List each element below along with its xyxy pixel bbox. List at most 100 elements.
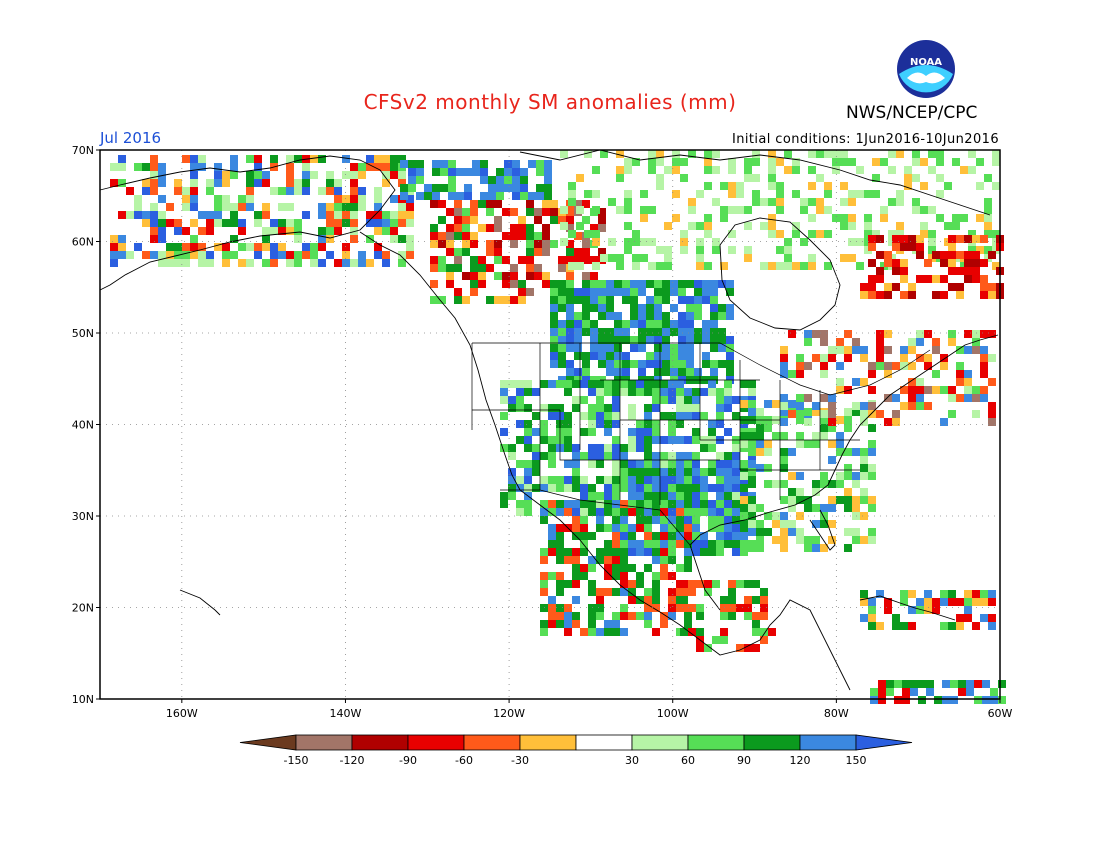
anomaly-cell [832,150,840,158]
colorbar-box [631,734,689,751]
anomaly-cell [768,150,776,158]
anomaly-cell [824,190,832,198]
anomaly-cell [454,256,462,264]
anomaly-cell [724,532,732,540]
anomaly-cell [964,259,972,267]
anomaly-cell [652,580,660,588]
anomaly-cell [630,344,638,352]
anomaly-cell [278,187,286,195]
anomaly-cell [868,504,876,512]
anomaly-cell [448,192,456,200]
anomaly-cell [684,620,692,628]
anomaly-cell [630,296,638,304]
anomaly-cell [712,636,720,644]
anomaly-cell [988,354,996,362]
anomaly-cell [254,219,262,227]
anomaly-cell [820,432,828,440]
anomaly-cell [668,612,676,620]
anomaly-cell [644,380,652,388]
anomaly-cell [656,150,664,158]
anomaly-cell [932,346,940,354]
anomaly-cell [596,492,604,500]
anomaly-cell [494,248,502,256]
anomaly-cell [840,182,848,190]
anomaly-cell [580,380,588,388]
anomaly-cell [632,158,640,166]
anomaly-cell [856,190,864,198]
anomaly-cell [768,214,776,222]
anomaly-cell [596,476,604,484]
anomaly-cell [326,179,334,187]
colorbar-label: 30 [625,754,639,767]
anomaly-cell [852,536,860,544]
anomaly-cell [350,219,358,227]
anomaly-cell [150,171,158,179]
anomaly-cell [636,580,644,588]
anomaly-cell [792,262,800,270]
anomaly-cell [374,227,382,235]
anomaly-cell [704,214,712,222]
anomaly-cell [572,612,580,620]
anomaly-cell [710,368,718,376]
lon-label: 120W [493,707,525,720]
anomaly-cell [462,216,470,224]
anomaly-cell [702,320,710,328]
anomaly-cell [864,214,872,222]
anomaly-cell [780,402,788,410]
anomaly-cell [238,203,246,211]
anomaly-cell [158,163,166,171]
anomaly-cell [808,254,816,262]
anomaly-cell [198,259,206,267]
anomaly-cell [772,400,780,408]
anomaly-cell [556,572,564,580]
anomaly-cell [852,448,860,456]
anomaly-cell [326,171,334,179]
anomaly-cell [724,516,732,524]
anomaly-cell [566,208,574,216]
anomaly-cell [592,206,600,214]
anomaly-cell [142,251,150,259]
anomaly-cell [478,272,486,280]
anomaly-cell [262,259,270,267]
anomaly-cell [566,368,574,376]
initial-conditions: Initial conditions: 1Jun2016-10Jun2016 [732,132,999,147]
anomaly-cell [406,195,414,203]
anomaly-cell [620,628,628,636]
anomaly-cell [438,296,446,304]
anomaly-cell [390,155,398,163]
anomaly-cell [688,580,696,588]
anomaly-cell [998,680,1006,688]
anomaly-cell [620,508,628,516]
anomaly-cell [692,508,700,516]
anomaly-cell [916,275,924,283]
anomaly-cell [712,150,720,158]
anomaly-cell [724,396,732,404]
anomaly-cell [612,548,620,556]
anomaly-cell [700,468,708,476]
anomaly-cell [852,528,860,536]
anomaly-cell [680,604,688,612]
anomaly-cell [454,232,462,240]
anomaly-cell [534,216,542,224]
anomaly-cell [588,380,596,388]
anomaly-cell [424,192,432,200]
anomaly-cell [318,211,326,219]
anomaly-cell [598,288,606,296]
anomaly-cell [702,352,710,360]
anomaly-cell [540,484,548,492]
anomaly-cell [852,504,860,512]
anomaly-cell [582,296,590,304]
anomaly-cell [660,508,668,516]
anomaly-cell [924,354,932,362]
anomaly-cell [620,524,628,532]
anomaly-cell [676,524,684,532]
anomaly-cell [684,492,692,500]
anomaly-cell [796,528,804,536]
anomaly-cell [406,211,414,219]
anomaly-cell [678,368,686,376]
anomaly-cell [820,354,828,362]
anomaly-cell [430,240,438,248]
anomaly-cell [908,338,916,346]
anomaly-cell [318,227,326,235]
anomaly-cell [636,612,644,620]
